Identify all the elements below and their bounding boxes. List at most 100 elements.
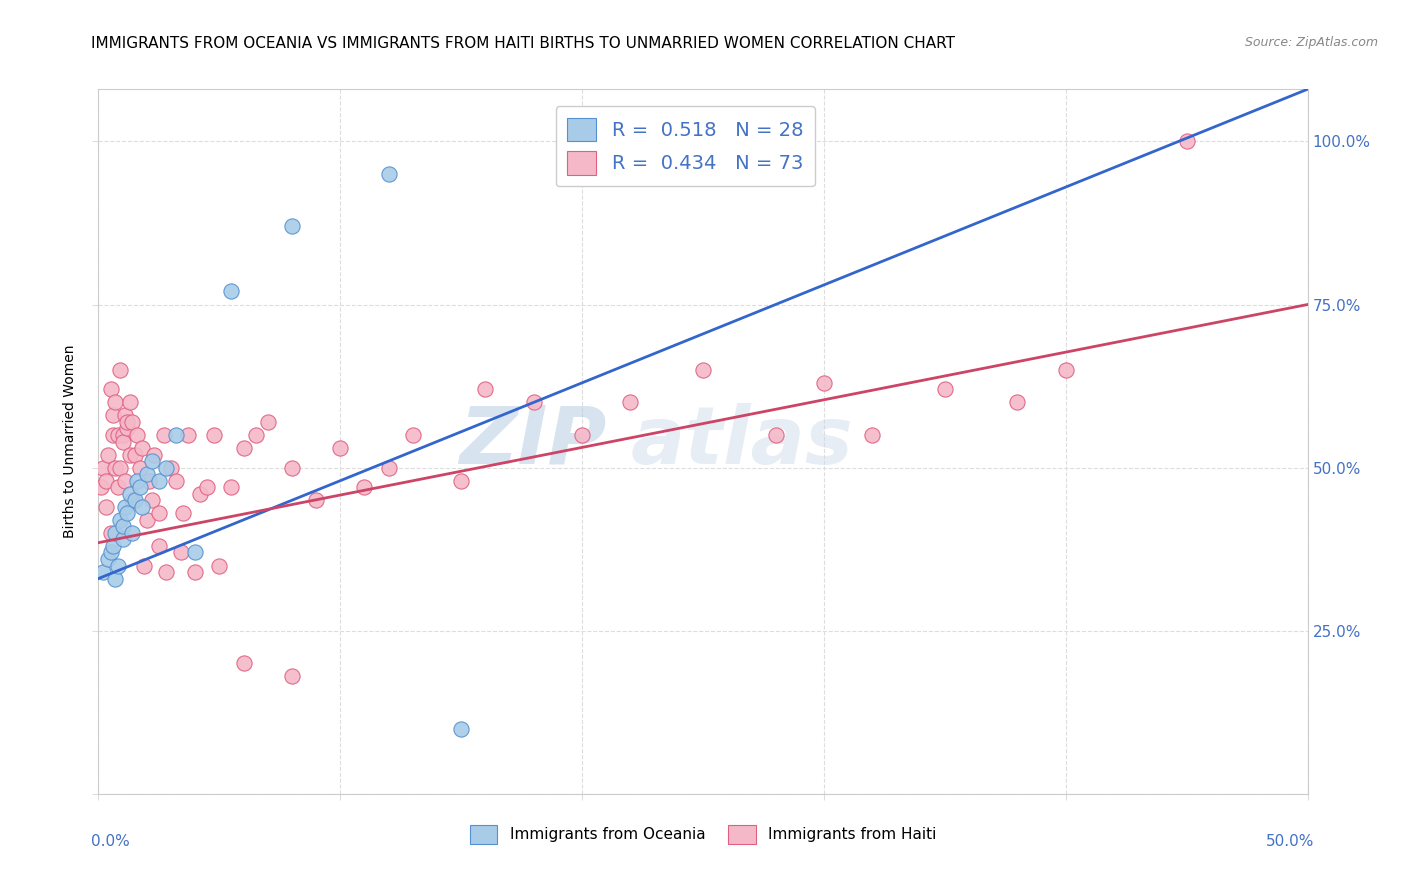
Text: ZIP: ZIP	[458, 402, 606, 481]
Point	[117, 506, 139, 520]
Point	[813, 376, 835, 390]
Point	[134, 558, 156, 573]
Point	[128, 460, 150, 475]
Point	[141, 493, 163, 508]
Point	[104, 572, 127, 586]
Text: Source: ZipAtlas.com: Source: ZipAtlas.com	[1244, 36, 1378, 49]
Point	[104, 395, 127, 409]
Point	[127, 474, 149, 488]
Point	[124, 448, 146, 462]
Point	[108, 513, 131, 527]
Point	[101, 409, 124, 423]
Point	[108, 363, 131, 377]
Point	[101, 539, 124, 553]
Point	[104, 460, 127, 475]
Point	[195, 480, 218, 494]
Point	[114, 409, 136, 423]
Point	[184, 545, 207, 559]
Text: IMMIGRANTS FROM OCEANIA VS IMMIGRANTS FROM HAITI BIRTHS TO UNMARRIED WOMEN CORRE: IMMIGRANTS FROM OCEANIA VS IMMIGRANTS FR…	[91, 36, 956, 51]
Point	[329, 441, 352, 455]
Point	[1054, 363, 1077, 377]
Point	[245, 428, 267, 442]
Point	[118, 448, 141, 462]
Point	[155, 460, 177, 475]
Point	[114, 500, 136, 514]
Point	[143, 448, 166, 462]
Point	[692, 363, 714, 377]
Point	[131, 500, 153, 514]
Point	[100, 525, 122, 540]
Point	[221, 480, 243, 494]
Point	[184, 565, 207, 579]
Point	[353, 480, 375, 494]
Point	[124, 493, 146, 508]
Point	[121, 415, 143, 429]
Point	[148, 506, 170, 520]
Text: 0.0%: 0.0%	[91, 834, 131, 849]
Point	[523, 395, 546, 409]
Point	[281, 460, 304, 475]
Point	[118, 395, 141, 409]
Point	[108, 460, 131, 475]
Point	[135, 467, 157, 482]
Point	[117, 415, 139, 429]
Point	[256, 415, 278, 429]
Point	[1007, 395, 1029, 409]
Point	[571, 428, 593, 442]
Point	[165, 474, 187, 488]
Point	[152, 428, 174, 442]
Point	[121, 525, 143, 540]
Point	[94, 500, 117, 514]
Point	[135, 513, 157, 527]
Point	[141, 454, 163, 468]
Point	[118, 487, 141, 501]
Point	[474, 382, 496, 396]
Point	[97, 552, 120, 566]
Point	[107, 558, 129, 573]
Text: 50.0%: 50.0%	[1267, 834, 1315, 849]
Point	[90, 480, 112, 494]
Point	[107, 480, 129, 494]
Legend: Immigrants from Oceania, Immigrants from Haiti: Immigrants from Oceania, Immigrants from…	[464, 819, 942, 850]
Point	[208, 558, 231, 573]
Point	[111, 519, 134, 533]
Point	[148, 539, 170, 553]
Point	[131, 441, 153, 455]
Point	[172, 506, 194, 520]
Point	[155, 565, 177, 579]
Point	[188, 487, 211, 501]
Point	[281, 219, 304, 234]
Point	[91, 460, 114, 475]
Point	[450, 722, 472, 736]
Point	[111, 434, 134, 449]
Point	[765, 428, 787, 442]
Point	[377, 167, 399, 181]
Point	[128, 480, 150, 494]
Point	[148, 474, 170, 488]
Point	[97, 448, 120, 462]
Point	[232, 657, 254, 671]
Point	[121, 493, 143, 508]
Point	[1175, 135, 1198, 149]
Point	[114, 474, 136, 488]
Point	[111, 428, 134, 442]
Point	[138, 474, 160, 488]
Text: atlas: atlas	[630, 402, 853, 481]
Point	[117, 421, 139, 435]
Point	[107, 428, 129, 442]
Point	[169, 545, 191, 559]
Point	[104, 525, 127, 540]
Y-axis label: Births to Unmarried Women: Births to Unmarried Women	[63, 345, 77, 538]
Point	[934, 382, 956, 396]
Point	[91, 565, 114, 579]
Point	[100, 545, 122, 559]
Point	[305, 493, 328, 508]
Point	[232, 441, 254, 455]
Point	[101, 428, 124, 442]
Point	[127, 428, 149, 442]
Point	[204, 428, 226, 442]
Point	[94, 474, 117, 488]
Point	[281, 669, 304, 683]
Point	[100, 382, 122, 396]
Point	[160, 460, 183, 475]
